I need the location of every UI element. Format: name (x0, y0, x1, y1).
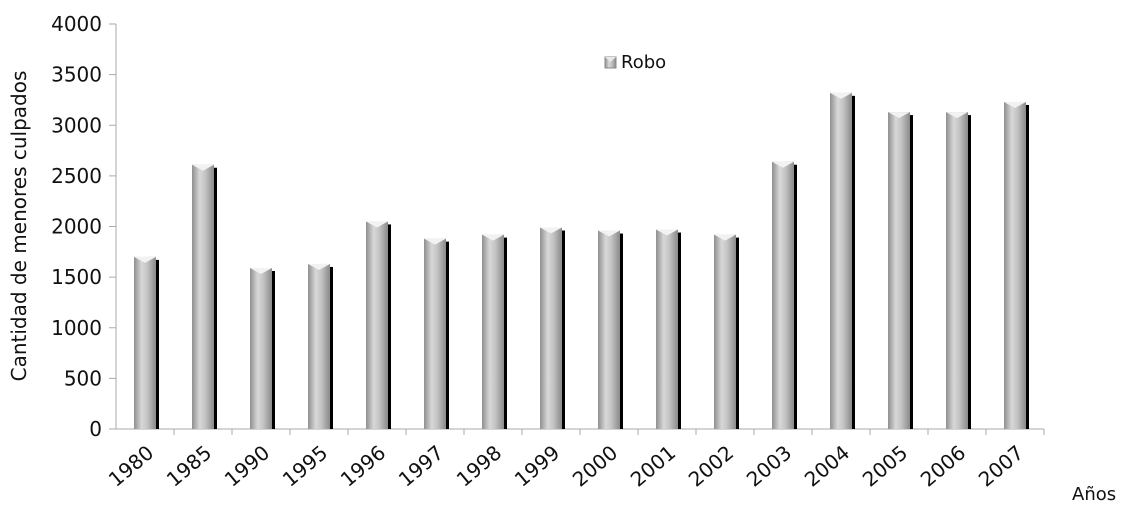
bar (714, 234, 736, 429)
bar (134, 256, 156, 429)
x-tick-label: 1997 (394, 440, 448, 491)
bar (772, 161, 794, 429)
y-tick-label: 1000 (51, 316, 102, 340)
bar (540, 227, 562, 429)
x-tick-group: 1980 1985 1990 1995 1996 1997 1998 1999 2000 2001… (104, 429, 1045, 492)
x-tick-label: 1996 (336, 440, 390, 491)
bar (250, 268, 272, 429)
x-tick-label: 1998 (452, 440, 506, 491)
x-tick-label: 2003 (742, 440, 796, 491)
bar-bevel (192, 164, 214, 171)
bar-bevel (366, 221, 388, 228)
bar-bevel (424, 238, 446, 245)
y-tick-label: 2500 (51, 164, 102, 188)
y-tick-label: 500 (64, 366, 102, 390)
bar (888, 112, 910, 430)
bar-bevel (134, 256, 156, 263)
x-tick-label: 2007 (974, 440, 1028, 491)
bar (946, 112, 968, 430)
bar (424, 238, 446, 429)
bar (830, 92, 852, 429)
bar (656, 229, 678, 429)
bar (366, 221, 388, 429)
x-tick-label: 1999 (510, 440, 564, 491)
x-tick-label: 1980 (104, 440, 158, 491)
x-tick-label: 2000 (568, 440, 622, 491)
y-tick-label: 3000 (51, 113, 102, 137)
bar-bevel (888, 112, 910, 119)
bar-bevel (1004, 101, 1026, 108)
legend-label: Robo (621, 52, 666, 73)
x-tick-label: 2004 (800, 440, 854, 491)
x-tick-label: 2006 (916, 440, 970, 491)
y-axis-label: Cantidad de menores culpados (7, 71, 31, 382)
legend-swatch-shadow (605, 57, 616, 62)
y-tick-group: 0 500 1000 1500 2000 2500 3000 3500 4000 (51, 12, 116, 441)
bar (308, 263, 330, 429)
bar-bevel (540, 227, 562, 234)
bar-bevel (772, 161, 794, 168)
bar-bevel (830, 92, 852, 99)
bar-bevel (656, 229, 678, 236)
bar (192, 164, 214, 430)
bar-bevel (598, 230, 620, 237)
y-tick-label: 0 (89, 417, 102, 441)
bar-bevel (482, 234, 504, 241)
legend: Robo (604, 52, 666, 73)
x-tick-label: 1985 (162, 440, 216, 491)
x-tick-label: 2002 (684, 440, 738, 491)
bar-bevel (250, 268, 272, 275)
x-tick-label: 1990 (220, 440, 274, 491)
bar (598, 230, 620, 429)
bar-bevel (946, 112, 968, 119)
y-tick-label: 2000 (51, 215, 102, 239)
x-tick-label: 2001 (626, 440, 680, 491)
x-tick-label: 2005 (858, 440, 912, 491)
y-tick-label: 1500 (51, 265, 102, 289)
bar (1004, 101, 1026, 430)
y-tick-label: 4000 (51, 12, 102, 36)
bar-group (134, 92, 1029, 430)
bar-bevel (714, 234, 736, 241)
bar-bevel (308, 263, 330, 270)
bar (482, 234, 504, 429)
x-axis-label: Años (1072, 484, 1116, 502)
y-tick-label: 3500 (51, 63, 102, 87)
x-tick-label: 1995 (278, 440, 332, 491)
